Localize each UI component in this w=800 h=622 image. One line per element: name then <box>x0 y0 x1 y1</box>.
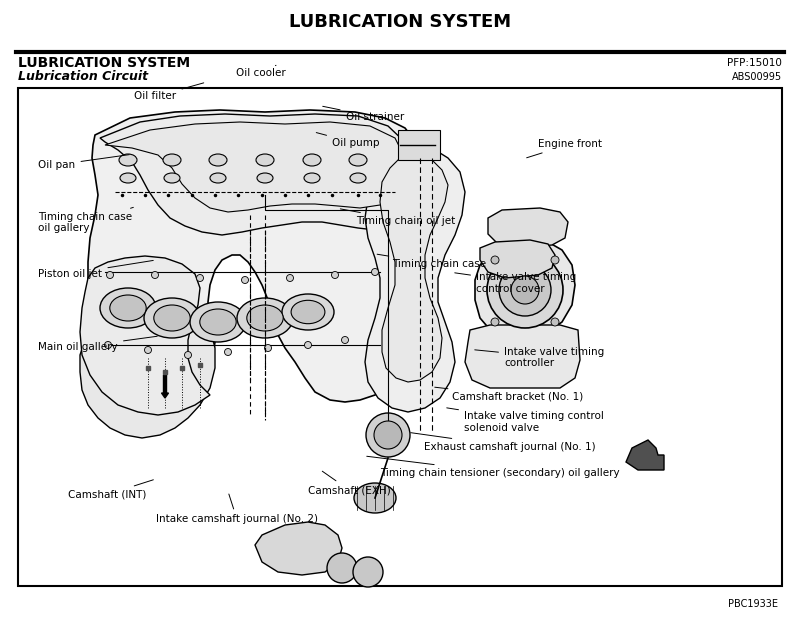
Circle shape <box>374 421 402 449</box>
Text: Main oil gallery: Main oil gallery <box>38 337 158 352</box>
Polygon shape <box>88 110 420 402</box>
Circle shape <box>551 318 559 326</box>
Text: Intake valve timing
controller: Intake valve timing controller <box>474 347 604 368</box>
Text: LUBRICATION SYSTEM: LUBRICATION SYSTEM <box>18 56 190 70</box>
Ellipse shape <box>350 173 366 183</box>
Ellipse shape <box>210 173 226 183</box>
Text: Timing chain case: Timing chain case <box>377 254 486 269</box>
Ellipse shape <box>200 309 236 335</box>
Text: Oil strainer: Oil strainer <box>322 106 404 122</box>
Text: Engine front: Engine front <box>526 139 602 158</box>
Ellipse shape <box>354 483 396 513</box>
Circle shape <box>366 413 410 457</box>
Ellipse shape <box>144 298 200 338</box>
Ellipse shape <box>257 173 273 183</box>
Text: Oil pump: Oil pump <box>316 132 379 148</box>
Circle shape <box>491 256 499 264</box>
Circle shape <box>487 252 563 328</box>
Ellipse shape <box>304 173 320 183</box>
Ellipse shape <box>164 173 180 183</box>
Text: PBC1933E: PBC1933E <box>728 599 778 609</box>
Circle shape <box>151 271 158 279</box>
Text: Exhaust camshaft journal (No. 1): Exhaust camshaft journal (No. 1) <box>410 433 596 452</box>
Polygon shape <box>465 325 580 388</box>
Ellipse shape <box>190 302 246 342</box>
Ellipse shape <box>120 173 136 183</box>
Circle shape <box>242 277 249 284</box>
Polygon shape <box>365 145 465 412</box>
Text: Oil cooler: Oil cooler <box>236 65 286 78</box>
Text: LUBRICATION SYSTEM: LUBRICATION SYSTEM <box>289 13 511 31</box>
Text: Piston oil jet: Piston oil jet <box>38 261 154 279</box>
Text: Lubrication Circuit: Lubrication Circuit <box>18 70 148 83</box>
Text: Timing chain case
oil gallery: Timing chain case oil gallery <box>38 207 134 233</box>
Ellipse shape <box>237 298 293 338</box>
Circle shape <box>106 271 114 279</box>
FancyArrow shape <box>162 375 169 398</box>
Circle shape <box>105 341 111 348</box>
Polygon shape <box>480 240 555 278</box>
Bar <box>18 88 782 586</box>
Text: Intake valve timing control
solenoid valve: Intake valve timing control solenoid val… <box>446 408 604 432</box>
Ellipse shape <box>110 295 146 321</box>
Circle shape <box>305 341 311 348</box>
Ellipse shape <box>291 300 325 323</box>
Text: ABS00995: ABS00995 <box>732 72 782 82</box>
Circle shape <box>286 274 294 282</box>
Ellipse shape <box>256 154 274 166</box>
Ellipse shape <box>282 294 334 330</box>
Ellipse shape <box>303 154 321 166</box>
Circle shape <box>331 271 338 279</box>
Text: Camshaft bracket (No. 1): Camshaft bracket (No. 1) <box>434 388 583 402</box>
Circle shape <box>511 276 539 304</box>
Circle shape <box>185 351 191 358</box>
Polygon shape <box>80 298 215 438</box>
Polygon shape <box>475 240 575 338</box>
Circle shape <box>371 269 378 276</box>
Text: Intake valve timing
control cover: Intake valve timing control cover <box>454 272 576 294</box>
Bar <box>398 130 440 160</box>
Circle shape <box>491 318 499 326</box>
Ellipse shape <box>154 305 190 331</box>
Ellipse shape <box>209 154 227 166</box>
Text: Timing chain oil jet: Timing chain oil jet <box>340 209 455 226</box>
Text: Camshaft (EXH): Camshaft (EXH) <box>308 471 390 495</box>
Polygon shape <box>100 114 412 235</box>
Ellipse shape <box>349 154 367 166</box>
Text: Timing chain tensioner (secondary) oil gallery: Timing chain tensioner (secondary) oil g… <box>366 457 620 478</box>
Polygon shape <box>105 122 405 212</box>
Text: Camshaft (INT): Camshaft (INT) <box>68 480 154 499</box>
Circle shape <box>327 553 357 583</box>
Ellipse shape <box>100 288 156 328</box>
Ellipse shape <box>246 305 283 331</box>
Circle shape <box>265 345 271 351</box>
Polygon shape <box>626 440 664 470</box>
Circle shape <box>499 264 551 316</box>
Circle shape <box>197 274 203 282</box>
Ellipse shape <box>119 154 137 166</box>
Circle shape <box>225 348 231 356</box>
Text: PFP:15010: PFP:15010 <box>727 58 782 68</box>
Polygon shape <box>80 256 210 415</box>
Text: Oil pan: Oil pan <box>38 155 130 170</box>
Circle shape <box>551 256 559 264</box>
Circle shape <box>145 346 151 353</box>
Polygon shape <box>255 522 342 575</box>
Text: Intake camshaft journal (No. 2): Intake camshaft journal (No. 2) <box>156 494 318 524</box>
Polygon shape <box>380 155 448 382</box>
Ellipse shape <box>163 154 181 166</box>
Circle shape <box>342 337 349 343</box>
Circle shape <box>353 557 383 587</box>
Text: Oil filter: Oil filter <box>134 83 204 101</box>
Polygon shape <box>488 208 568 248</box>
